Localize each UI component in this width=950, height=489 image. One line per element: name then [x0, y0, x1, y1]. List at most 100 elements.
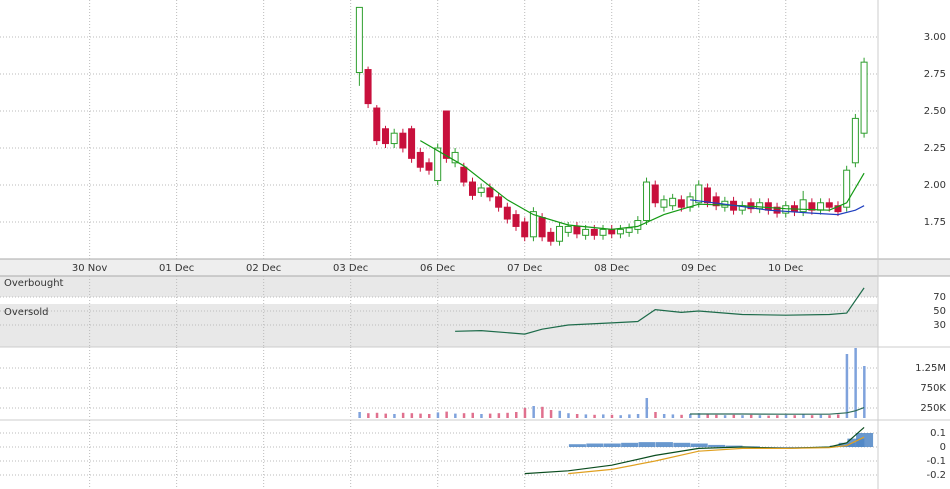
- histogram-bar: [621, 442, 639, 448]
- candle-body: [381, 128, 389, 145]
- y-tick-label: -0.1: [926, 456, 946, 467]
- volume-bar: [558, 410, 562, 418]
- series-line: [524, 426, 865, 475]
- histogram-bar: [673, 442, 691, 448]
- histogram-bar: [847, 438, 865, 448]
- y-tick-label: 2.50: [924, 106, 946, 117]
- volume-bar: [645, 398, 649, 418]
- volume-bar: [723, 415, 727, 418]
- candle-body: [512, 214, 520, 227]
- candle-body: [590, 228, 598, 236]
- y-tick-label: 750K: [920, 383, 946, 394]
- x-tick-label: 03 Dec: [333, 263, 368, 274]
- volume-bar: [488, 413, 492, 418]
- volume-bar: [523, 408, 527, 418]
- y-tick-label: 1.25M: [915, 363, 946, 374]
- candle-body: [834, 205, 842, 213]
- volume-bar: [393, 414, 396, 418]
- volume-bar: [532, 406, 535, 418]
- volume-bar: [689, 414, 692, 418]
- overbought-band: [0, 276, 878, 297]
- volume-bar: [828, 415, 831, 418]
- volume-bar: [671, 414, 675, 418]
- candle-body: [416, 151, 424, 168]
- series-line: [419, 140, 865, 231]
- y-tick-label: 50: [933, 306, 946, 317]
- volume-bar: [619, 415, 622, 418]
- candle-body: [817, 202, 825, 211]
- volume-bar: [715, 414, 718, 418]
- candle-body: [651, 184, 659, 204]
- volume-bar: [819, 414, 823, 418]
- x-tick-label: 02 Dec: [246, 263, 281, 274]
- volume-bar: [784, 414, 788, 418]
- volume-bar: [384, 413, 387, 418]
- volume-bar: [575, 414, 579, 418]
- x-tick-label: 09 Dec: [681, 263, 716, 274]
- y-tick-label: 2.00: [924, 180, 946, 191]
- volume-bar: [401, 412, 405, 418]
- y-tick-label: 1.75: [924, 217, 946, 228]
- y-tick-label: 2.25: [924, 143, 946, 154]
- volume-bar: [628, 414, 631, 418]
- volume-bar: [854, 348, 857, 418]
- candle-body: [564, 225, 572, 233]
- volume-bar: [654, 412, 657, 418]
- histogram-bar: [725, 445, 743, 448]
- volume-bar: [636, 414, 640, 418]
- volume-bar: [810, 415, 814, 418]
- y-tick-label: -0.2: [926, 470, 946, 481]
- y-tick-label: 0: [940, 442, 946, 453]
- candle-body: [660, 199, 668, 208]
- volume-bar: [506, 412, 509, 418]
- candle-body: [643, 181, 651, 222]
- candle-body: [355, 6, 363, 74]
- candle-body: [538, 217, 546, 238]
- candle-body: [425, 162, 433, 171]
- candle-body: [825, 202, 833, 208]
- volume-bar: [445, 411, 448, 418]
- x-tick-label: 10 Dec: [768, 263, 803, 274]
- series-line: [690, 407, 865, 415]
- candle-body: [782, 205, 790, 214]
- volume-bar: [567, 413, 570, 418]
- volume-bar: [462, 413, 466, 418]
- candle-body: [851, 117, 859, 164]
- x-tick-label: 08 Dec: [594, 263, 629, 274]
- candle-body: [799, 199, 807, 213]
- candle-body: [669, 197, 677, 207]
- candle-body: [451, 151, 459, 164]
- series-line: [568, 436, 865, 475]
- volume-bar: [602, 414, 605, 418]
- candle-body: [608, 228, 616, 235]
- candle-body: [677, 199, 685, 208]
- volume-bar: [732, 414, 736, 418]
- candle-body: [764, 202, 772, 211]
- histogram-bar: [586, 443, 604, 448]
- y-tick-label: 2.75: [924, 69, 946, 80]
- candle-body: [408, 128, 416, 159]
- histogram-bar: [603, 443, 621, 448]
- series-line: [455, 287, 865, 335]
- volume-bar: [758, 415, 762, 418]
- candle-body: [695, 184, 703, 204]
- volume-bar: [793, 415, 796, 418]
- volume-bar: [863, 366, 866, 418]
- candle-body: [495, 196, 503, 208]
- volume-bar: [776, 415, 779, 418]
- candle-body: [477, 187, 485, 193]
- candle-body: [712, 196, 720, 207]
- volume-bar: [802, 414, 805, 418]
- candle-body: [625, 227, 633, 233]
- x-tick-label: 07 Dec: [507, 263, 542, 274]
- volume-bar: [741, 415, 744, 418]
- x-tick-label: 06 Dec: [420, 263, 455, 274]
- volume-bar: [767, 415, 770, 418]
- volume-bar: [358, 412, 361, 418]
- candle-body: [556, 225, 564, 242]
- histogram-bar: [742, 446, 760, 448]
- volume-bar: [471, 412, 475, 418]
- volume-bar: [375, 412, 379, 418]
